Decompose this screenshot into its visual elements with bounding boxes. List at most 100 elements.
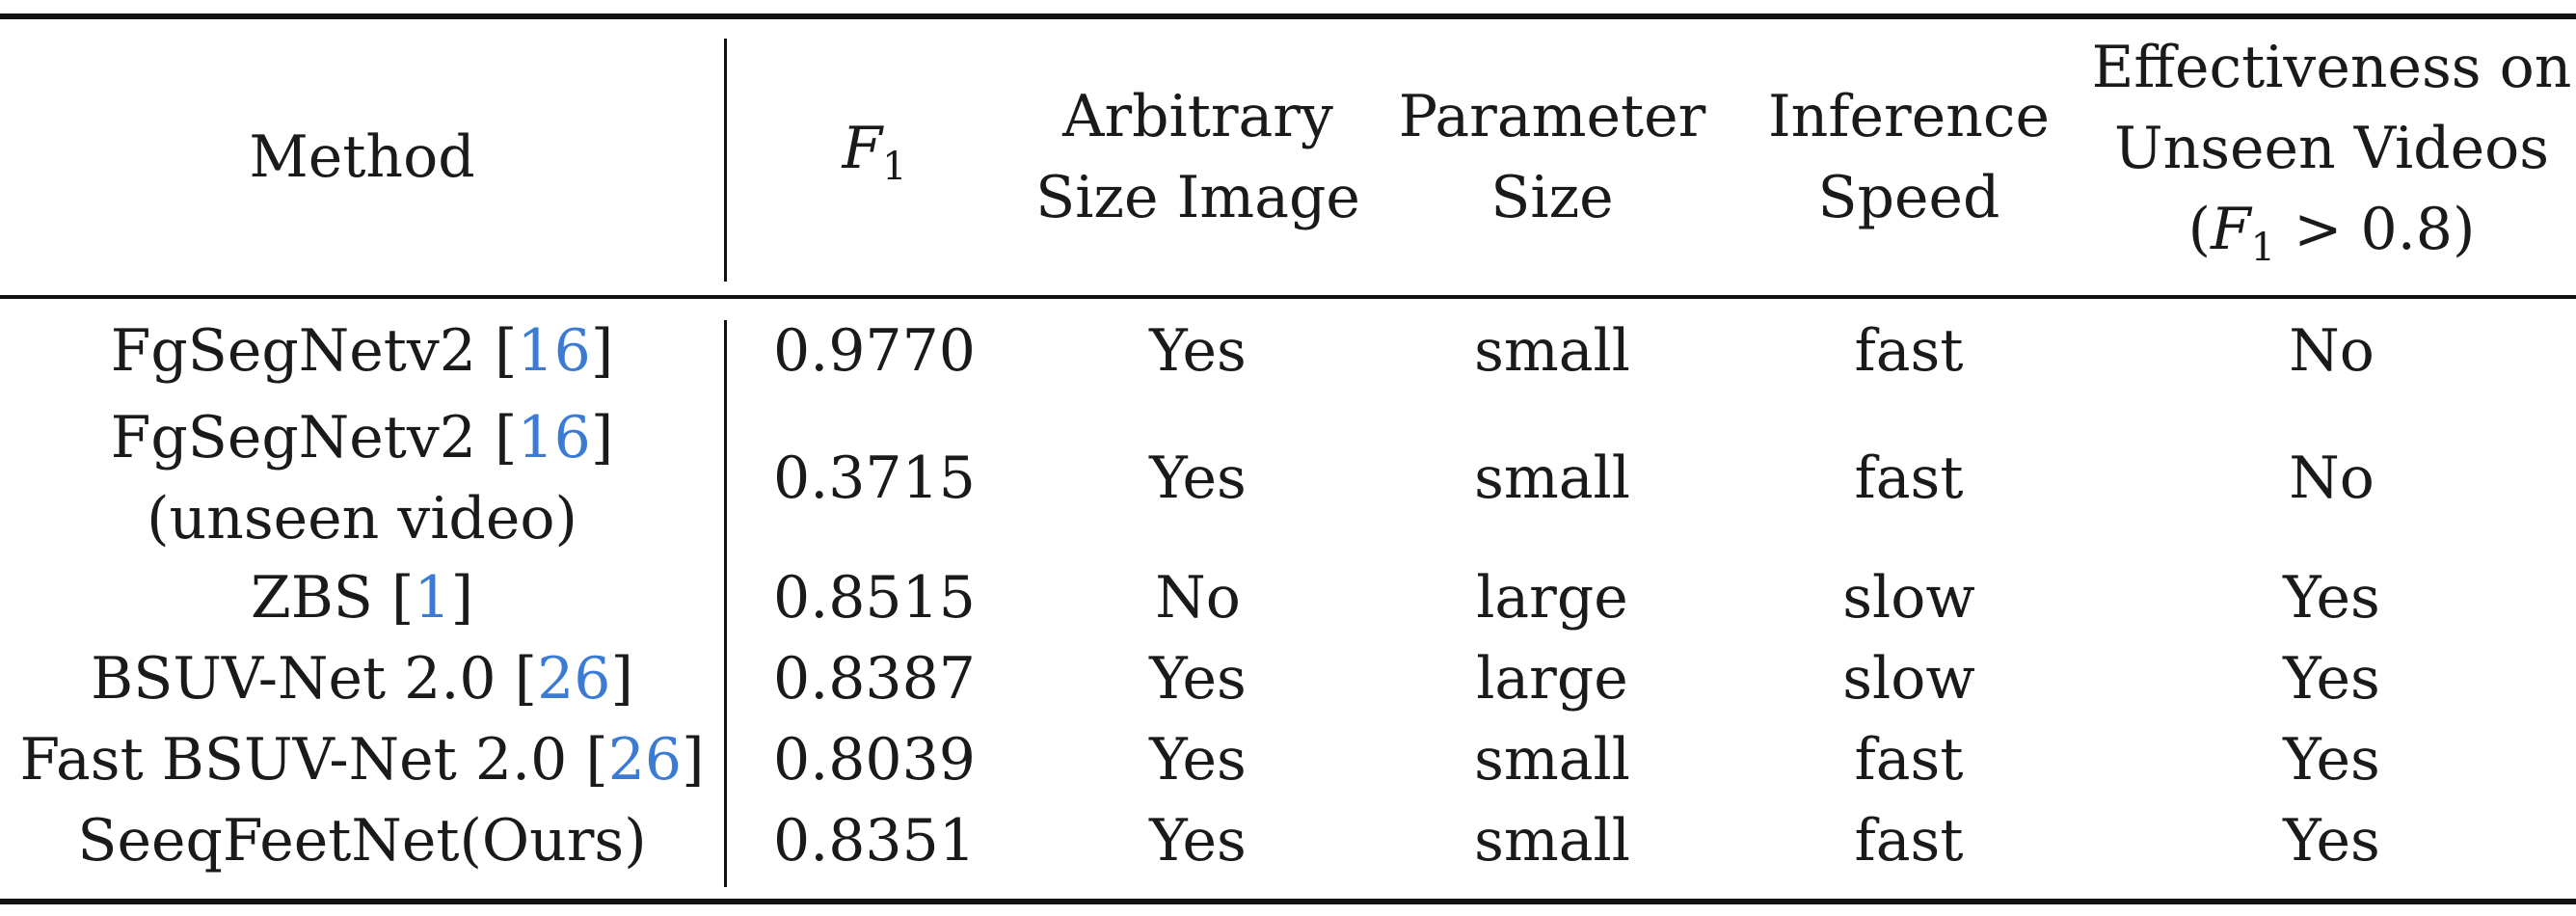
header-arbitrary-size: Arbitrary Size Image — [1022, 23, 1374, 291]
header-arbitrary-line1: Arbitrary — [1062, 83, 1333, 150]
table-row-5-effective: Yes — [2087, 800, 2576, 881]
table-row-0-speed: fast — [1731, 310, 2087, 391]
speed-value: slow — [1842, 564, 1975, 632]
method-close-bracket: ] — [610, 645, 633, 713]
arbitrary-value: No — [1155, 564, 1241, 632]
method-close-bracket: ] — [590, 317, 614, 385]
header-parameter-size: Parameter Size — [1374, 23, 1731, 291]
method-name: BSUV-Net 2.0 [26] — [91, 638, 633, 719]
header-speed-line1: Inference — [1767, 83, 2050, 150]
column-divider-body — [724, 320, 727, 887]
table-row-4-arbitrary: Yes — [1022, 719, 1374, 800]
table-row-4-effective: Yes — [2087, 719, 2576, 800]
eff-threshold: > 0.8) — [2275, 195, 2476, 263]
table-row-0-param: small — [1374, 310, 1731, 391]
table-row-4-param: small — [1374, 719, 1731, 800]
f1-subscript: 1 — [882, 144, 907, 189]
table-row-3-speed: slow — [1731, 638, 2087, 719]
header-inference-speed: Inference Speed — [1731, 23, 2087, 291]
table-row-4-f1: 0.8039 — [727, 719, 1022, 800]
table-row-0-arbitrary: Yes — [1022, 310, 1374, 391]
effective-value: Yes — [2283, 807, 2380, 875]
f1-value: 0.8351 — [773, 807, 976, 875]
header-effectiveness: Effectiveness on Unseen Videos (F1 > 0.8… — [2087, 23, 2576, 291]
header-speed-line2: Speed — [1817, 164, 2000, 231]
table-row-5-f1: 0.8351 — [727, 800, 1022, 881]
table-row-5-param: small — [1374, 800, 1731, 881]
table-row-1-arbitrary: Yes — [1022, 397, 1374, 559]
arbitrary-value: Yes — [1149, 645, 1247, 713]
f1-value: 0.8515 — [773, 564, 976, 632]
citation-link[interactable]: 16 — [517, 317, 591, 385]
method-text: FgSegNetv2 [ — [110, 317, 518, 385]
param-value: large — [1476, 645, 1628, 713]
top-rule — [0, 13, 2576, 19]
citation-link[interactable]: 16 — [517, 404, 591, 471]
param-value: small — [1474, 317, 1630, 385]
method-text: Fast BSUV-Net 2.0 [ — [19, 726, 608, 794]
column-divider-header — [724, 39, 727, 282]
header-eff-line2: Unseen Videos — [2113, 114, 2550, 182]
table-row-2-f1: 0.8515 — [727, 557, 1022, 638]
method-text: ZBS [ — [251, 564, 415, 632]
table-row-2-effective: Yes — [2087, 557, 2576, 638]
table-row-0-f1: 0.9770 — [727, 310, 1022, 391]
f1-value: 0.8387 — [773, 645, 976, 713]
method-close-bracket: ] — [450, 564, 473, 632]
header-arbitrary-line2: Size Image — [1035, 164, 1360, 231]
table-row-3-param: large — [1374, 638, 1731, 719]
method-name: ZBS [1] — [251, 557, 473, 638]
bottom-rule — [0, 899, 2576, 904]
param-value: small — [1474, 726, 1630, 794]
table-row-3-arbitrary: Yes — [1022, 638, 1374, 719]
table-row-4-speed: fast — [1731, 719, 2087, 800]
speed-value: fast — [1854, 317, 1964, 385]
f1-value: 0.9770 — [773, 317, 976, 385]
f1-symbol: F — [842, 114, 883, 182]
method-close-bracket: ] — [590, 404, 614, 471]
method-text: SeeqFeetNet(Ours) — [77, 807, 647, 875]
arbitrary-value: Yes — [1149, 807, 1247, 875]
header-eff-line3: (F1 > 0.8) — [2188, 189, 2476, 288]
table-row-5-arbitrary: Yes — [1022, 800, 1374, 881]
effective-value: No — [2289, 317, 2375, 385]
method-text: FgSegNetv2 [ — [110, 404, 518, 471]
f1-value: 0.3715 — [773, 445, 976, 512]
table-row-0-method: FgSegNetv2 [16] — [0, 310, 724, 391]
effective-value: Yes — [2283, 726, 2380, 794]
method-subtitle: (unseen video) — [147, 485, 577, 552]
arbitrary-value: Yes — [1149, 317, 1247, 385]
effective-value: Yes — [2283, 645, 2380, 713]
method-name: SeeqFeetNet(Ours) — [77, 800, 646, 881]
table-row-2-speed: slow — [1731, 557, 2087, 638]
method-name: FgSegNetv2 [16] — [111, 310, 614, 391]
effective-value: No — [2289, 445, 2375, 512]
arbitrary-value: Yes — [1149, 445, 1247, 512]
table-row-1-effective: No — [2087, 397, 2576, 559]
header-eff-line1: Effectiveness on — [2091, 33, 2572, 101]
header-f1: F1 — [727, 23, 1022, 291]
table-row-2-arbitrary: No — [1022, 557, 1374, 638]
citation-link[interactable]: 26 — [607, 726, 683, 794]
method-name: Fast BSUV-Net 2.0 [26] — [19, 719, 704, 800]
citation-link[interactable]: 26 — [537, 645, 611, 713]
method-text: BSUV-Net 2.0 [ — [91, 645, 538, 713]
header-param-line1: Parameter — [1398, 83, 1706, 150]
eff-f1-symbol: F — [2211, 195, 2251, 263]
method-close-bracket: ] — [682, 726, 705, 794]
table-row-5-method: SeeqFeetNet(Ours) — [0, 800, 724, 881]
header-method-label: Method — [249, 123, 475, 191]
citation-link[interactable]: 1 — [414, 564, 451, 632]
effective-value: Yes — [2283, 564, 2380, 632]
table-row-2-method: ZBS [1] — [0, 557, 724, 638]
param-value: large — [1476, 564, 1628, 632]
param-value: small — [1474, 807, 1630, 875]
header-param-line2: Size — [1490, 164, 1614, 231]
table-row-3-effective: Yes — [2087, 638, 2576, 719]
header-method: Method — [0, 23, 724, 291]
speed-value: fast — [1854, 807, 1964, 875]
table-row-0-effective: No — [2087, 310, 2576, 391]
table-row-4-method: Fast BSUV-Net 2.0 [26] — [0, 719, 724, 800]
table-row-1-method: FgSegNetv2 [16] (unseen video) — [0, 397, 724, 559]
